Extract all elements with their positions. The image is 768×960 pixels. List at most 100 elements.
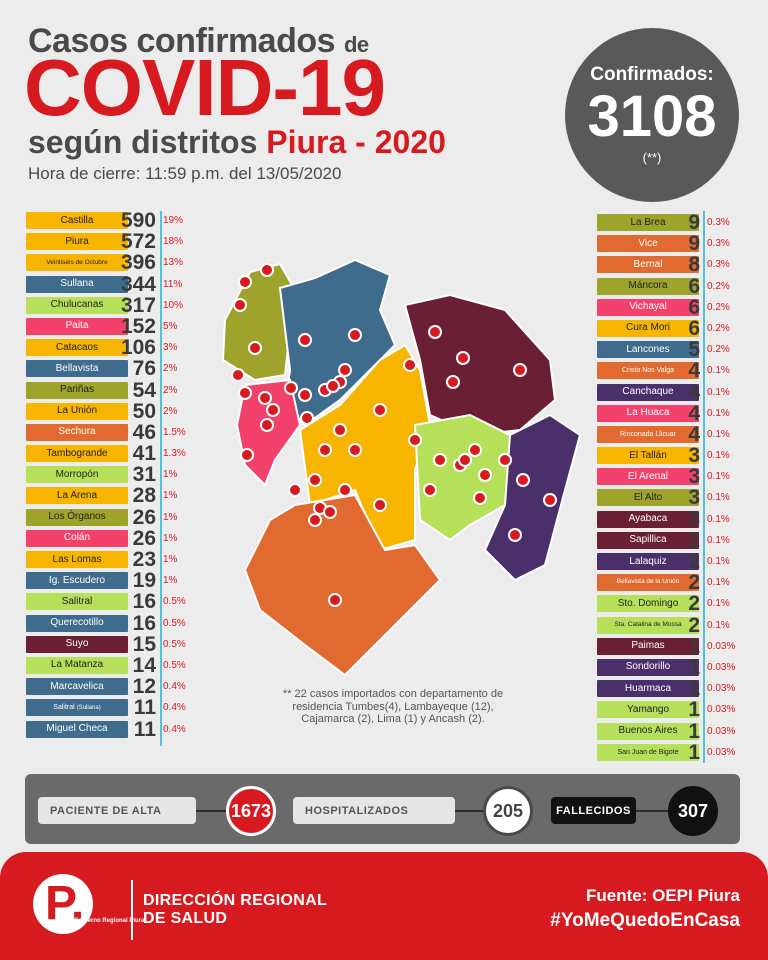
district-count: 6 <box>688 316 700 340</box>
district-percent: 0.5% <box>163 617 186 629</box>
district-percent: 1% <box>163 575 178 587</box>
case-marker <box>543 493 557 507</box>
district-percent: 0.03% <box>707 640 736 652</box>
case-marker <box>333 423 347 437</box>
district-percent: 1% <box>163 490 178 502</box>
case-marker <box>446 375 460 389</box>
case-marker <box>260 418 274 432</box>
district-name: Buenos Aires <box>597 722 699 740</box>
district-name: Los Órganos <box>26 508 128 526</box>
district-percent: 19% <box>163 215 184 226</box>
district-row: Paimas 1 0.03% <box>0 636 768 657</box>
district-count: 3 <box>688 486 700 510</box>
district-name: Lalaquiz <box>597 553 699 570</box>
district-row: Lancones 5 0.2% <box>0 339 768 360</box>
district-count: 6 <box>688 274 700 298</box>
district-count: 344 <box>120 272 156 296</box>
district-percent: 0.03% <box>707 725 736 737</box>
district-percent: 0.5% <box>163 659 186 671</box>
case-marker <box>513 363 527 377</box>
district-count: 6 <box>688 295 700 319</box>
district-name: Salitral <box>26 593 128 611</box>
case-marker <box>300 411 314 425</box>
district-name: Sullana <box>26 275 128 293</box>
district-name: Huarmaca <box>597 680 699 698</box>
district-row: La Unión 50 2% <box>0 401 220 422</box>
district-row: La Arena 28 1% <box>0 485 220 506</box>
district-count: 23 <box>132 548 156 571</box>
case-marker <box>323 505 337 519</box>
case-marker <box>238 275 252 289</box>
district-percent: 18% <box>163 236 184 248</box>
district-count: 106 <box>120 336 156 360</box>
district-percent: 0.1% <box>707 428 730 440</box>
district-row: Morropón 31 1% <box>0 464 220 485</box>
district-name: Colán <box>26 529 128 547</box>
district-name: La Brea <box>597 214 699 231</box>
title-de: de <box>343 32 369 57</box>
district-name: Marcavelica <box>26 678 128 696</box>
district-row: Sapillica 2 0.1% <box>0 530 768 551</box>
left-district-list: Castilla 590 19% Piura 572 18% Veintiséis de O… <box>0 210 220 740</box>
confirmed-note: (**) <box>642 150 662 165</box>
case-marker <box>326 379 340 393</box>
district-row: Ig. Escudero 19 1% <box>0 570 220 591</box>
district-name: Castilla <box>26 212 128 229</box>
confirmed-value: 3108 <box>587 84 717 149</box>
discharged-label: PACIENTE DE ALTA <box>38 797 196 824</box>
district-percent: 0.1% <box>707 577 730 589</box>
district-count: 11 <box>133 717 156 741</box>
district-name: Bellavista de la Unión <box>597 574 699 592</box>
district-count: 50 <box>132 399 156 423</box>
source-info: Fuente: OEPI Piura #YoMeQuedoEnCasa <box>550 885 740 934</box>
district-name: Vichayal <box>597 298 699 316</box>
closing-time: Hora de cierre: 11:59 p.m. del 13/05/202… <box>28 164 342 183</box>
district-name: Querecotillo <box>26 614 128 632</box>
district-count: 41 <box>132 442 156 466</box>
district-row: Cristo Nos Valga 4 0.1% <box>0 360 768 381</box>
district-name: Tambogrande <box>26 445 128 463</box>
district-count: 3 <box>688 507 700 531</box>
district-name: Cristo Nos Valga <box>597 362 699 380</box>
district-row: San Juan de Bigote 1 0.03% <box>0 742 768 763</box>
case-marker <box>266 403 280 417</box>
district-percent: 0.1% <box>707 598 730 610</box>
district-percent: 0.1% <box>707 619 730 631</box>
title-covid: COVID-19 <box>24 43 386 132</box>
case-marker <box>233 298 247 312</box>
district-percent: 0.1% <box>707 471 730 483</box>
district-percent: 3% <box>163 342 178 354</box>
hospitalized-connector <box>455 810 485 812</box>
district-count: 8 <box>688 253 700 277</box>
district-row: Las Lomas 23 1% <box>0 549 220 570</box>
district-count: 28 <box>132 484 156 508</box>
case-marker <box>288 483 302 497</box>
case-marker <box>428 325 442 339</box>
district-percent: 0.2% <box>707 344 730 356</box>
district-name: Paimas <box>597 637 699 655</box>
district-count: 1 <box>688 677 700 701</box>
district-percent: 1% <box>163 511 178 523</box>
district-count: 14 <box>132 653 156 677</box>
district-percent: 0.4% <box>163 702 186 714</box>
district-name: Cura Mori <box>597 319 699 337</box>
district-row: Rinconada Llicuar 4 0.1% <box>0 424 768 445</box>
title-region-year: Piura - 2020 <box>266 124 446 160</box>
district-row: Vichayal 6 0.2% <box>0 297 768 318</box>
district-percent: 5% <box>163 320 178 332</box>
district-row: Cura Mori 6 0.2% <box>0 318 768 339</box>
district-count: 9 <box>688 211 700 234</box>
district-percent: 0.03% <box>707 746 736 758</box>
district-percent: 13% <box>163 257 184 269</box>
district-row: Canchaque 4 0.1% <box>0 382 768 403</box>
district-row: Bellavista 76 2% <box>0 358 220 379</box>
map-markers <box>231 263 557 607</box>
district-count: 1 <box>688 740 700 764</box>
district-percent: 1% <box>163 554 178 565</box>
district-count: 3 <box>688 444 700 468</box>
district-count: 2 <box>688 550 700 573</box>
district-row: La Huaca 4 0.1% <box>0 403 768 424</box>
district-row: Chulucanas 317 10% <box>0 295 220 316</box>
case-marker <box>373 498 387 512</box>
district-row: Los Órganos 26 1% <box>0 507 220 528</box>
